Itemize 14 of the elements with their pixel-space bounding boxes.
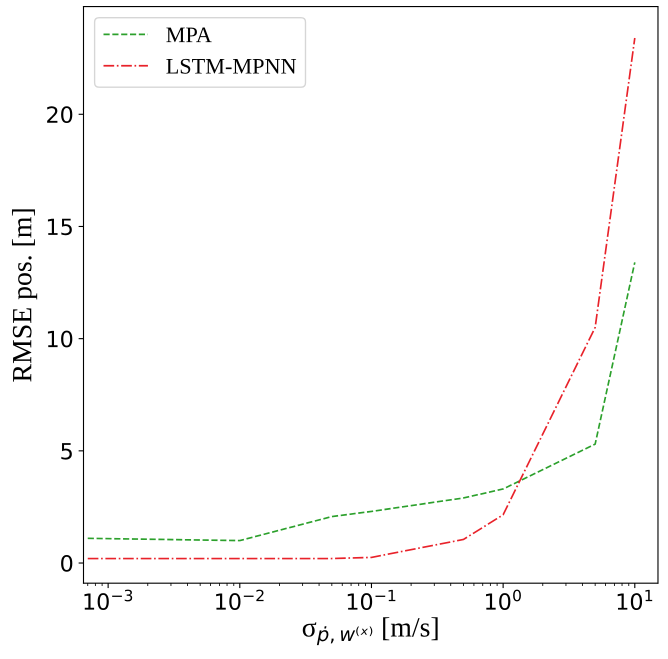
x-tick-label: 10$^{−1}$: [348, 590, 396, 610]
legend-label: MPA: [166, 27, 212, 42]
x-axis-title: σ$_{ṗ,w⁽ˣ⁾}$ [m/s]: [302, 617, 438, 646]
y-tick-label: 0: [61, 554, 72, 572]
y-tick-label: 5: [61, 443, 72, 460]
y-tick-label: 20: [47, 106, 72, 124]
x-tick-label: 10$^{−2}$: [216, 590, 264, 610]
y-axis-title: RMSE pos. [m]: [12, 209, 38, 382]
x-tick-label: 10$^{1}$: [618, 590, 652, 610]
x-tick-label: 10$^{0}$: [486, 590, 521, 610]
x-tick-label: 10$^{−3}$: [84, 590, 132, 610]
y-tick-label: 15: [48, 218, 72, 236]
y-tick-label: 10: [48, 330, 72, 348]
legend-label: LSTM-MPNN: [166, 58, 296, 74]
